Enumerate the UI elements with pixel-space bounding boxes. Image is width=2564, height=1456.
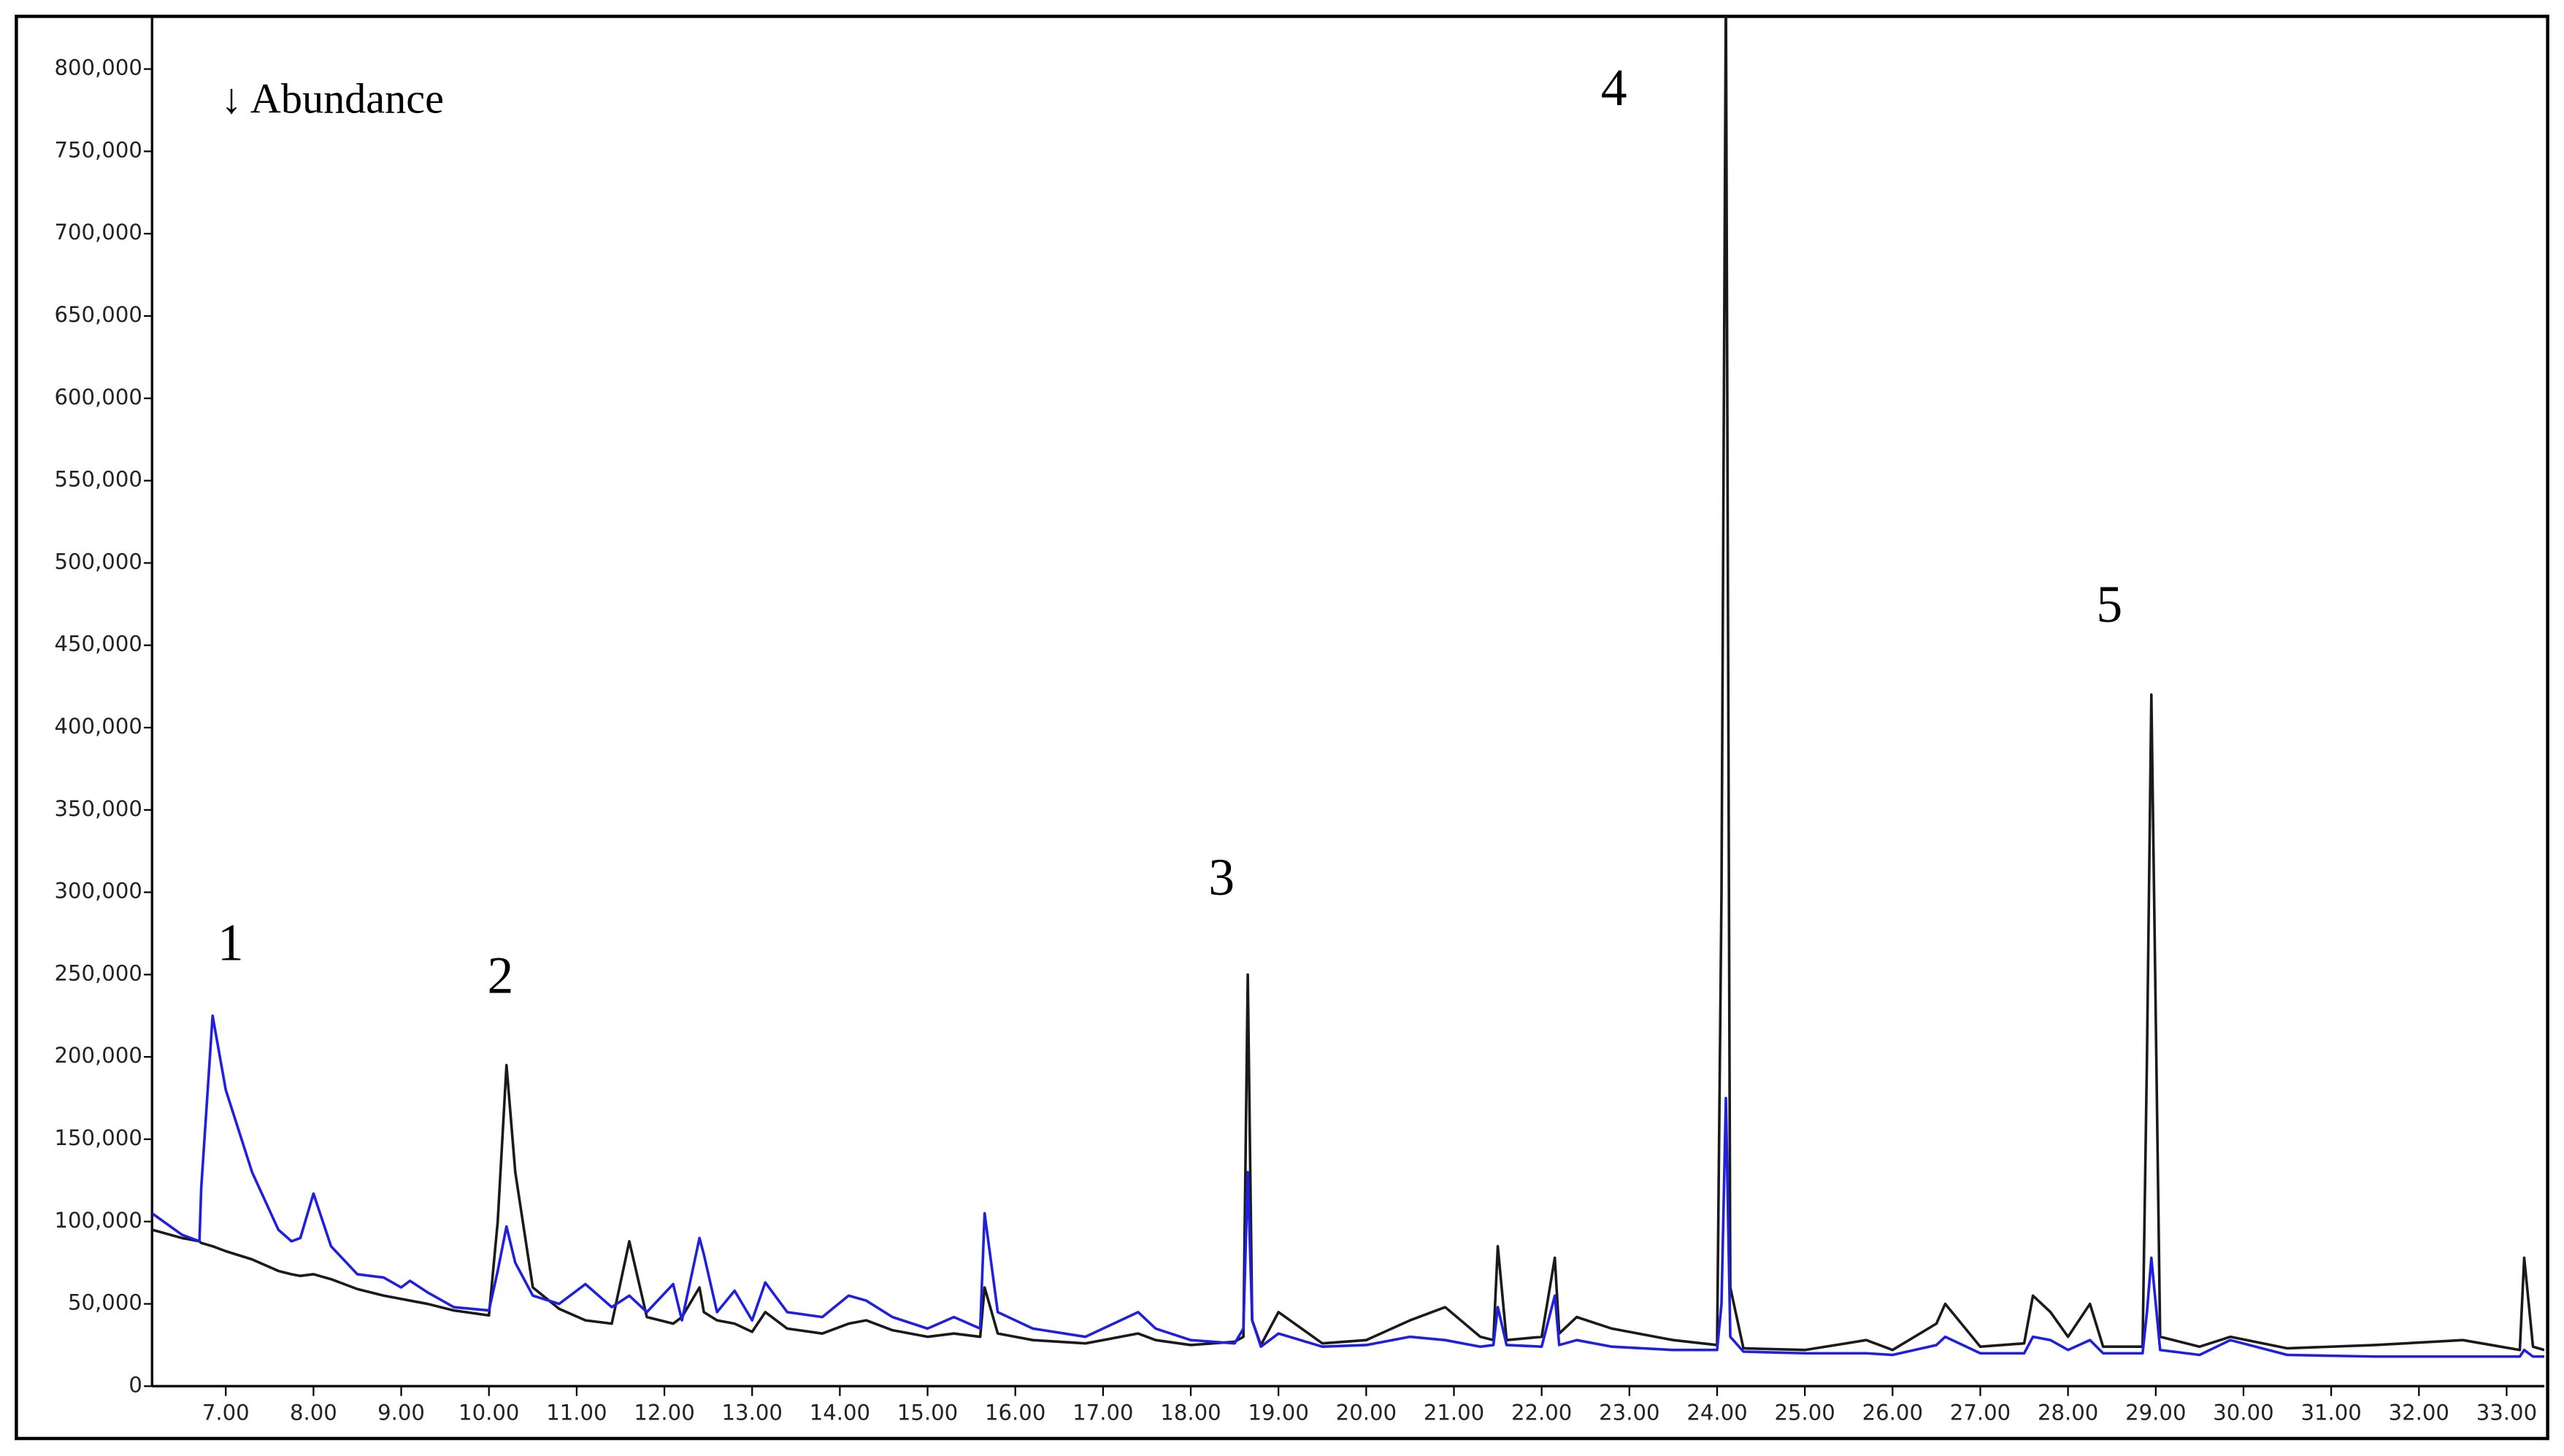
x-tick-label: 11.00 <box>546 1400 607 1425</box>
x-tick-label: 18.00 <box>1160 1400 1221 1425</box>
y-tick-label: 0 <box>128 1372 142 1397</box>
y-tick-label: 650,000 <box>54 302 142 327</box>
plot-lines <box>152 16 2545 1358</box>
x-tick-label: 15.00 <box>897 1400 958 1425</box>
x-tick-label: 26.00 <box>1862 1400 1923 1425</box>
x-tick-label: 16.00 <box>985 1400 1045 1425</box>
x-tick-label: 13.00 <box>722 1400 783 1425</box>
x-tick-label: 29.00 <box>2125 1400 2186 1425</box>
x-tick-label: 28.00 <box>2038 1400 2098 1425</box>
x-tick-label: 17.00 <box>1072 1400 1133 1425</box>
x-tick-label: 10.00 <box>458 1400 519 1425</box>
x-tick-label: 22.00 <box>1511 1400 1572 1425</box>
x-tick-label: 32.00 <box>2389 1400 2449 1425</box>
series-line <box>152 1014 2545 1358</box>
axis-label: ↓ Abundance <box>220 74 444 122</box>
outer-frame <box>15 15 2549 1441</box>
y-tick-label: 250,000 <box>54 960 142 985</box>
y-tick-label: 100,000 <box>54 1208 142 1233</box>
peak-label: 2 <box>487 946 513 1004</box>
x-tick-label: 25.00 <box>1774 1400 1835 1425</box>
x-tick-label: 24.00 <box>1686 1400 1747 1425</box>
y-tick-label: 150,000 <box>54 1125 142 1150</box>
y-tick-label: 50,000 <box>68 1290 142 1315</box>
x-tick-label: 21.00 <box>1424 1400 1484 1425</box>
y-tick-label: 450,000 <box>54 631 142 656</box>
x-tick-label: 31.00 <box>2300 1400 2361 1425</box>
y-tick-label: 800,000 <box>54 55 142 80</box>
y-tick-label: 750,000 <box>54 137 142 162</box>
peak-label: 3 <box>1208 848 1235 906</box>
y-tick-label: 200,000 <box>54 1043 142 1068</box>
x-tick-label: 33.00 <box>2476 1400 2537 1425</box>
y-tick-label: 600,000 <box>54 385 142 409</box>
peak-label: 4 <box>1601 58 1627 117</box>
series-line <box>152 16 2545 1352</box>
x-tick-label: 8.00 <box>290 1400 337 1425</box>
x-tick-label: 30.00 <box>2213 1400 2273 1425</box>
x-tick-label: 27.00 <box>1950 1400 2011 1425</box>
x-tick-label: 19.00 <box>1248 1400 1309 1425</box>
x-tick-label: 14.00 <box>810 1400 870 1425</box>
x-tick-label: 7.00 <box>202 1400 250 1425</box>
x-tick-label: 20.00 <box>1336 1400 1397 1425</box>
peak-label: 5 <box>2096 575 2122 633</box>
y-tick-label: 350,000 <box>54 796 142 821</box>
x-tick-label: 9.00 <box>377 1400 425 1425</box>
y-tick-label: 400,000 <box>54 714 142 739</box>
peak-label: 1 <box>218 914 244 972</box>
y-tick-label: 700,000 <box>54 220 142 244</box>
x-tick-label: 12.00 <box>634 1400 694 1425</box>
x-tick-label: 23.00 <box>1599 1400 1659 1425</box>
y-tick-label: 300,000 <box>54 879 142 904</box>
y-tick-label: 500,000 <box>54 549 142 574</box>
y-tick-label: 550,000 <box>54 467 142 492</box>
